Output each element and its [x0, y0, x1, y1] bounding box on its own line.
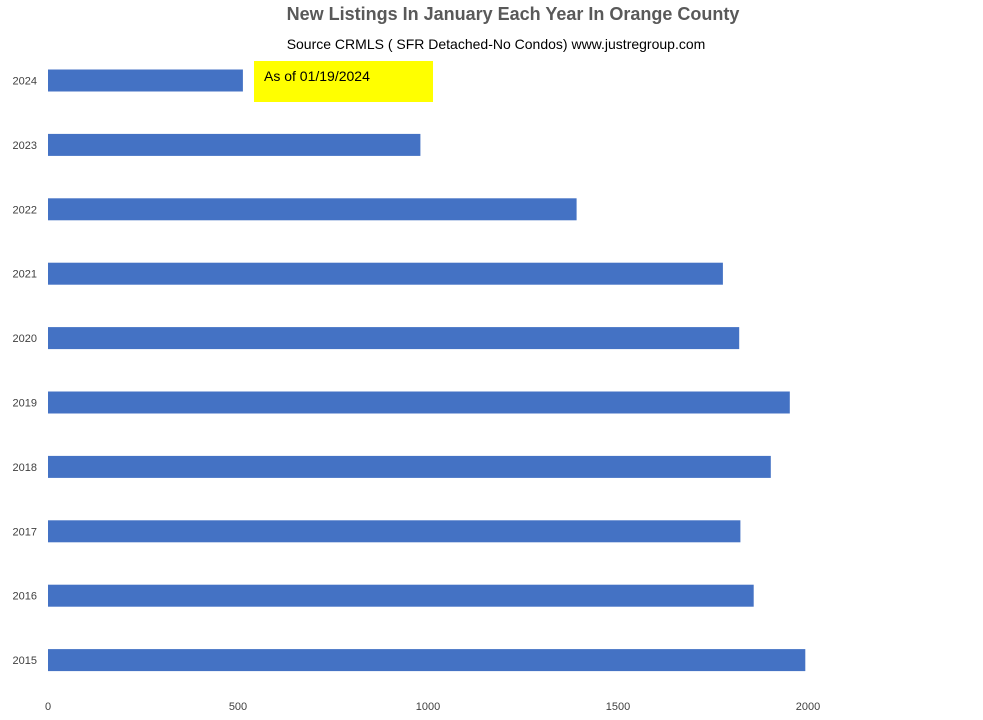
bars-group: [48, 69, 806, 672]
bar-2020: [48, 327, 740, 350]
x-tick-label-1500: 1500: [606, 701, 630, 713]
y-tick-label-2015: 2015: [13, 655, 37, 667]
bar-2016: [48, 584, 754, 607]
y-tick-label-2016: 2016: [13, 591, 37, 603]
x-tick-label-0: 0: [45, 701, 51, 713]
y-tick-label-2021: 2021: [13, 269, 37, 281]
y-axis-labels: 2024 2023 2022 2021 2020 2019 2018 2017 2016 2015: [13, 76, 37, 668]
chart-title: New Listings In January Each Year In Ora…: [286, 4, 740, 24]
bar-2024: [48, 69, 243, 92]
bar-2019: [48, 391, 790, 414]
bar-2021: [48, 262, 723, 285]
bar-2015: [48, 649, 806, 672]
chart-subtitle: Source CRMLS ( SFR Detached-No Condos) w…: [286, 36, 706, 52]
x-axis-labels: 0 500 1000 1500 2000: [45, 701, 820, 713]
bar-2023: [48, 133, 421, 156]
bar-2017: [48, 520, 741, 543]
bar-2018: [48, 455, 771, 478]
y-tick-label-2020: 2020: [13, 333, 37, 345]
y-tick-label-2018: 2018: [13, 462, 37, 474]
y-tick-label-2023: 2023: [13, 140, 37, 152]
y-tick-label-2017: 2017: [13, 526, 37, 538]
y-tick-label-2019: 2019: [13, 398, 37, 410]
x-tick-label-1000: 1000: [416, 701, 440, 713]
y-tick-label-2022: 2022: [13, 204, 37, 216]
annotation-box: As of 01/19/2024: [254, 61, 433, 102]
x-tick-label-500: 500: [229, 701, 247, 713]
y-tick-label-2024: 2024: [13, 76, 37, 88]
x-tick-label-2000: 2000: [796, 701, 820, 713]
bar-2022: [48, 198, 577, 221]
